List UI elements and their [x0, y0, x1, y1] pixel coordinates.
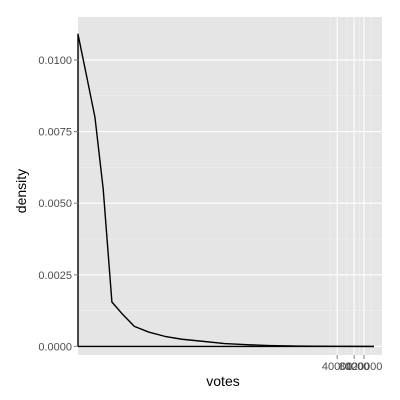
x-tick-label: 120000	[346, 361, 383, 373]
y-axis-title: density	[13, 169, 29, 213]
minor-grid	[78, 17, 382, 355]
x-axis-title: votes	[206, 373, 239, 389]
series-layer	[77, 33, 374, 348]
density-line	[77, 33, 374, 348]
y-tick-label: 0.0075	[38, 127, 72, 139]
major-grid	[78, 17, 382, 355]
y-tick-label: 0.0000	[38, 341, 72, 353]
y-tick-label: 0.0050	[38, 198, 72, 210]
x-tick-label: 80000	[339, 361, 370, 373]
y-tick-label: 0.0025	[38, 270, 72, 282]
x-tick-label: 40000	[322, 361, 353, 373]
y-tick-label: 0.0100	[38, 55, 72, 67]
plot-panel	[78, 17, 382, 355]
y-axis: 0.0000 0.0025 0.0050 0.0075 0.0100	[38, 55, 78, 353]
